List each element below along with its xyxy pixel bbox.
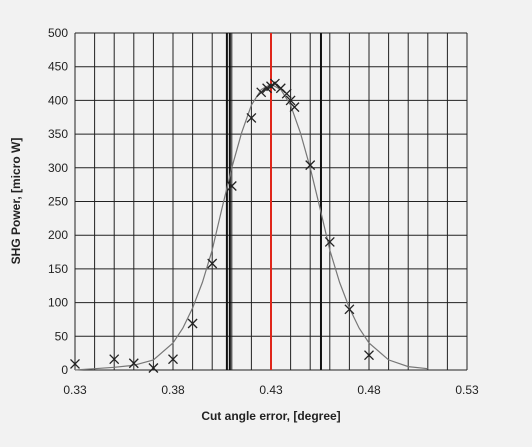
data-point-stroke: [289, 102, 300, 113]
data-point-stroke: [148, 363, 159, 373]
x-axis-title: Cut angle error, [degree]: [201, 409, 340, 423]
fit-curve: [74, 83, 428, 371]
data-point: [128, 358, 139, 369]
data-point: [285, 95, 296, 106]
x-tick-label: 0.53: [455, 383, 479, 397]
data-point-stroke: [269, 78, 280, 89]
data-point: [269, 78, 280, 89]
y-tick-label: 300: [48, 161, 68, 175]
x-tick-label: 0.33: [63, 383, 87, 397]
data-point-stroke: [305, 160, 316, 171]
y-tick-label: 150: [48, 262, 68, 276]
y-tick-label: 450: [48, 60, 68, 74]
data-point-stroke: [226, 181, 237, 191]
data-point: [207, 258, 218, 269]
data-point-stroke: [128, 358, 139, 369]
data-point-stroke: [281, 88, 292, 99]
data-point-stroke: [344, 304, 355, 315]
data-point: [364, 350, 374, 361]
data-point: [344, 304, 355, 315]
data-point: [289, 102, 300, 113]
data-point: [281, 88, 292, 99]
x-tick-label: 0.48: [357, 383, 381, 397]
y-tick-label: 100: [48, 296, 68, 310]
reference-lines: [225, 33, 322, 370]
data-point-stroke: [324, 236, 335, 247]
fit-curve-line: [74, 83, 428, 371]
y-tick-label: 250: [48, 195, 68, 209]
data-point-stroke: [109, 354, 120, 365]
y-tick-label: 350: [48, 127, 68, 141]
data-point-stroke: [187, 318, 198, 329]
data-point: [256, 87, 267, 98]
grid: [74, 32, 468, 371]
data-point-stroke: [275, 83, 286, 94]
data-point: [305, 160, 316, 171]
x-tick-label: 0.38: [161, 383, 185, 397]
data-point-stroke: [246, 112, 257, 123]
data-point: [226, 181, 237, 191]
data-point: [109, 354, 120, 365]
y-tick-label: 500: [48, 26, 68, 40]
data-point: [187, 318, 198, 329]
y-tick-label: 400: [48, 93, 68, 107]
data-point-stroke: [168, 354, 178, 365]
x-tick-label: 0.43: [259, 383, 283, 397]
y-axis-title: SHG Power, [micro W]: [9, 138, 23, 265]
tick-labels: 0 50 100 150 200 250 300 350 400 450 500 0.33 0.38 0.…: [48, 26, 479, 397]
data-point-stroke: [285, 95, 296, 106]
data-point: [246, 112, 257, 123]
data-point: [168, 354, 178, 365]
data-point: [148, 363, 159, 373]
data-point: [324, 236, 335, 247]
data-point-stroke: [256, 87, 267, 98]
data-point-stroke: [70, 358, 80, 369]
y-tick-label: 200: [48, 228, 68, 242]
data-point: [70, 358, 80, 369]
data-points: [70, 78, 374, 373]
y-tick-label: 0: [61, 363, 68, 377]
data-point-stroke: [364, 350, 374, 361]
data-point-stroke: [207, 258, 218, 269]
y-tick-label: 50: [55, 329, 69, 343]
